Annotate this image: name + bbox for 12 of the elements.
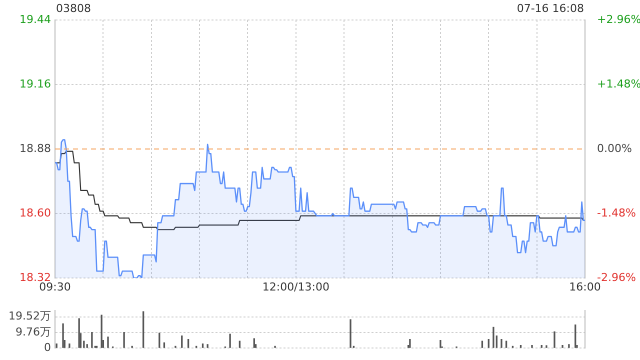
y2-tick-label: -1.48% [597, 206, 636, 220]
y-tick-label: 19.44 [20, 12, 51, 26]
x-tick-label: 12:00/13:00 [262, 280, 330, 294]
y-tick-label: 9.76万 [16, 325, 51, 338]
chart-title: 03808 [56, 2, 91, 15]
y-tick-label: 0 [44, 340, 51, 354]
y-tick-label: 18.88 [20, 142, 51, 155]
y-tick-label: 18.60 [20, 206, 51, 220]
y-tick-label: 19.52万 [8, 310, 51, 323]
y2-tick-label: 0.00% [597, 142, 632, 155]
y-tick-label: 19.16 [20, 77, 51, 90]
text: 07-16 16:08 [516, 2, 584, 15]
